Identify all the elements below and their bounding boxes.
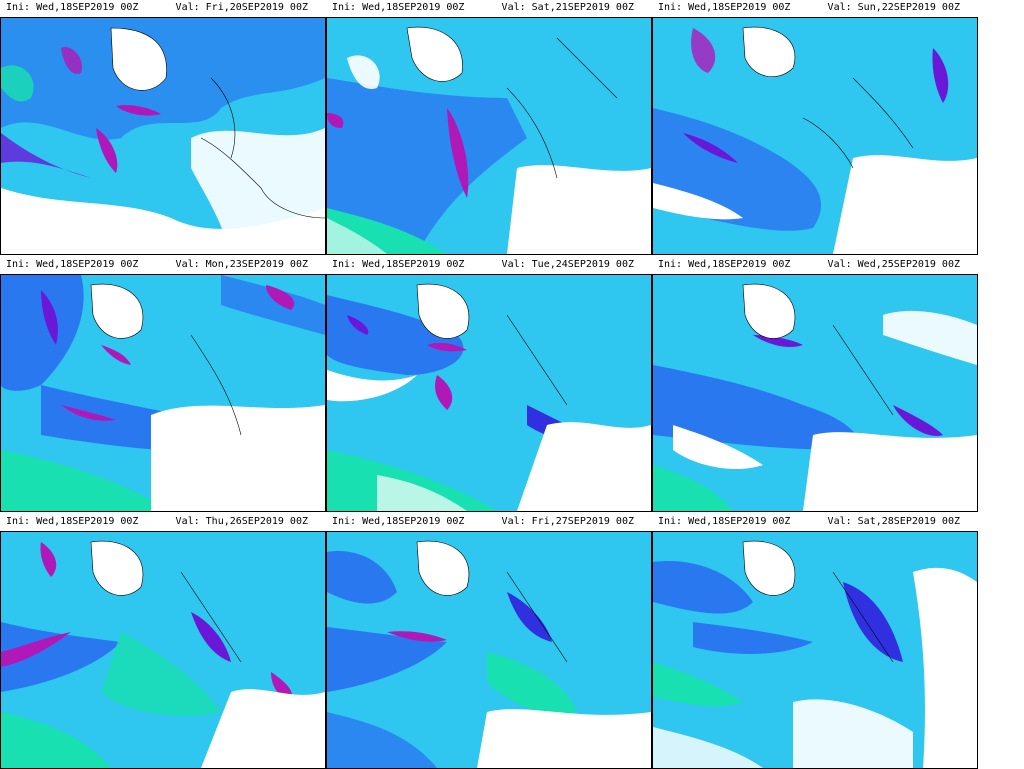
valid-time-label: Val: Mon,23SEP2019 00Z [175, 259, 308, 270]
init-time-label: Ini: Wed,18SEP2019 00Z [658, 2, 791, 13]
panel-caption: Ini: Wed,18SEP2019 00Z Val: Mon,23SEP201… [0, 257, 326, 271]
valid-time-label: Val: Sun,22SEP2019 00Z [827, 2, 960, 13]
forecast-map [326, 274, 652, 512]
panel-caption: Ini: Wed,18SEP2019 00Z Val: Sat,21SEP201… [326, 0, 652, 14]
forecast-map-graphic [653, 532, 977, 768]
forecast-panel-1: Ini: Wed,18SEP2019 00Z Val: Fri,20SEP201… [0, 0, 326, 255]
panel-caption: Ini: Wed,18SEP2019 00Z Val: Tue,24SEP201… [326, 257, 652, 271]
forecast-panel-3: Ini: Wed,18SEP2019 00Z Val: Sun,22SEP201… [652, 0, 978, 255]
forecast-panel-2: Ini: Wed,18SEP2019 00Z Val: Sat,21SEP201… [326, 0, 652, 255]
forecast-map [652, 17, 978, 255]
forecast-map [0, 531, 326, 769]
forecast-map-graphic [1, 532, 325, 768]
valid-time-label: Val: Wed,25SEP2019 00Z [827, 259, 960, 270]
forecast-map [326, 531, 652, 769]
forecast-map-graphic [327, 275, 651, 511]
valid-time-label: Val: Sat,28SEP2019 00Z [827, 516, 960, 527]
forecast-map-graphic [1, 275, 325, 511]
init-time-label: Ini: Wed,18SEP2019 00Z [658, 259, 791, 270]
forecast-map [326, 17, 652, 255]
forecast-map [652, 274, 978, 512]
init-time-label: Ini: Wed,18SEP2019 00Z [658, 516, 791, 527]
forecast-map [0, 17, 326, 255]
valid-time-label: Val: Fri,20SEP2019 00Z [175, 2, 308, 13]
forecast-panel-8: Ini: Wed,18SEP2019 00Z Val: Fri,27SEP201… [326, 514, 652, 769]
forecast-map-graphic [653, 275, 977, 511]
forecast-map-graphic [327, 532, 651, 768]
forecast-panel-9: Ini: Wed,18SEP2019 00Z Val: Sat,28SEP201… [652, 514, 978, 769]
init-time-label: Ini: Wed,18SEP2019 00Z [6, 2, 139, 13]
valid-time-label: Val: Sat,21SEP2019 00Z [501, 2, 634, 13]
init-time-label: Ini: Wed,18SEP2019 00Z [6, 259, 139, 270]
forecast-map [0, 274, 326, 512]
valid-time-label: Val: Tue,24SEP2019 00Z [501, 259, 634, 270]
forecast-panel-grid: Ini: Wed,18SEP2019 00Z Val: Fri,20SEP201… [0, 0, 978, 769]
forecast-map-graphic [1, 18, 325, 254]
init-time-label: Ini: Wed,18SEP2019 00Z [6, 516, 139, 527]
forecast-map-graphic [327, 18, 651, 254]
forecast-panel-7: Ini: Wed,18SEP2019 00Z Val: Thu,26SEP201… [0, 514, 326, 769]
forecast-panel-5: Ini: Wed,18SEP2019 00Z Val: Tue,24SEP201… [326, 257, 652, 512]
init-time-label: Ini: Wed,18SEP2019 00Z [332, 259, 465, 270]
panel-caption: Ini: Wed,18SEP2019 00Z Val: Thu,26SEP201… [0, 514, 326, 528]
panel-caption: Ini: Wed,18SEP2019 00Z Val: Fri,27SEP201… [326, 514, 652, 528]
forecast-panel-6: Ini: Wed,18SEP2019 00Z Val: Wed,25SEP201… [652, 257, 978, 512]
forecast-map [652, 531, 978, 769]
valid-time-label: Val: Thu,26SEP2019 00Z [175, 516, 308, 527]
init-time-label: Ini: Wed,18SEP2019 00Z [332, 516, 465, 527]
forecast-map-graphic [653, 18, 977, 254]
init-time-label: Ini: Wed,18SEP2019 00Z [332, 2, 465, 13]
valid-time-label: Val: Fri,27SEP2019 00Z [501, 516, 634, 527]
panel-caption: Ini: Wed,18SEP2019 00Z Val: Sat,28SEP201… [652, 514, 978, 528]
panel-caption: Ini: Wed,18SEP2019 00Z Val: Fri,20SEP201… [0, 0, 326, 14]
forecast-panel-4: Ini: Wed,18SEP2019 00Z Val: Mon,23SEP201… [0, 257, 326, 512]
panel-caption: Ini: Wed,18SEP2019 00Z Val: Wed,25SEP201… [652, 257, 978, 271]
panel-caption: Ini: Wed,18SEP2019 00Z Val: Sun,22SEP201… [652, 0, 978, 14]
